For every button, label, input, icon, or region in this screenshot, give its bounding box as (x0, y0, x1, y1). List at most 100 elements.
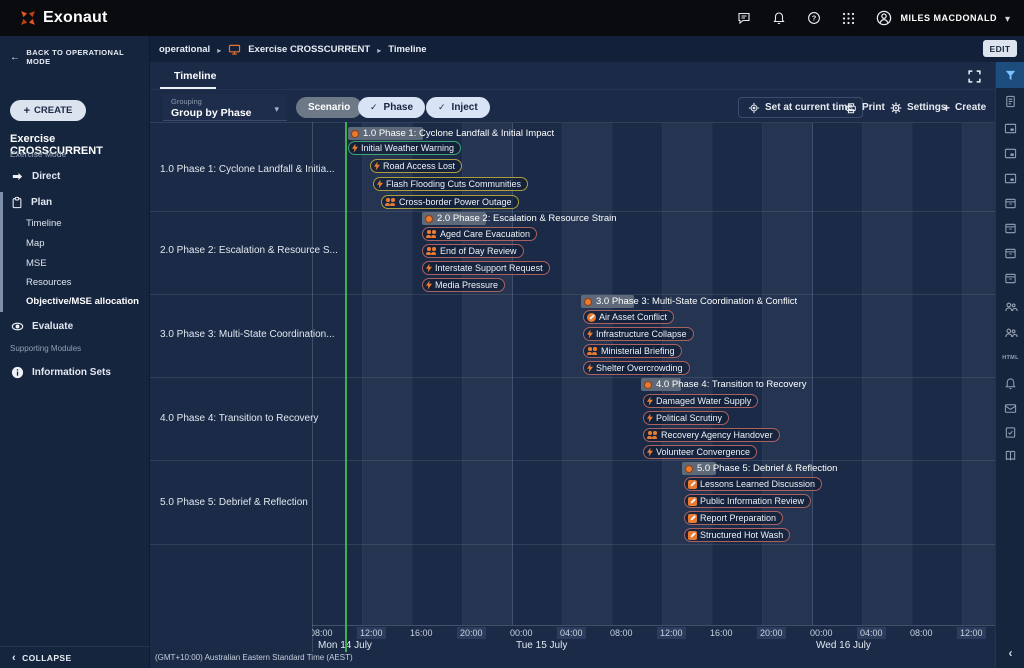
phase-bar-3[interactable]: 3.0 Phase 3: Multi-State Coordination & … (581, 295, 797, 308)
sidebar-item-timeline[interactable]: Timeline (26, 218, 62, 229)
active-tab-underline (160, 87, 216, 89)
inject-pill[interactable]: Shelter Overcrowding (583, 361, 690, 375)
inject-label: Interstate Support Request (435, 263, 543, 273)
fullscreen-icon[interactable] (965, 67, 983, 85)
grouping-value: Group by Phase (171, 107, 252, 119)
inject-pill[interactable]: Political Scrutiny (643, 411, 730, 425)
edit-note-icon (688, 496, 697, 506)
inject-pill[interactable]: End of Day Review (422, 244, 524, 258)
chip-phase[interactable]: Phase (358, 97, 426, 118)
topbar: Exonaut ? (0, 0, 1024, 36)
sidebar-item-objective-mse-allocation[interactable]: Objective/MSE allocation (26, 296, 139, 307)
help-icon[interactable]: ? (806, 11, 821, 26)
active-section-rail (0, 192, 3, 312)
breadcrumb-exercise[interactable]: Exercise CROSSCURRENT (248, 43, 371, 55)
grouping-select[interactable]: Grouping Group by Phase (163, 94, 287, 121)
document-icon[interactable] (996, 88, 1024, 114)
breadcrumb-page[interactable]: Timeline (388, 43, 427, 55)
inject-pill[interactable]: Media Pressure (422, 278, 506, 292)
plan-clipboard-icon (12, 196, 22, 208)
inject-label: Media Pressure (435, 280, 499, 290)
archive-icon[interactable] (996, 240, 1024, 266)
chat-icon[interactable] (736, 11, 751, 26)
inject-pill[interactable]: Damaged Water Supply (643, 394, 759, 408)
breadcrumb-separator-icon (377, 40, 381, 58)
sidebar-item-plan[interactable]: Plan (0, 192, 150, 212)
archive-icon[interactable] (996, 190, 1024, 216)
inject-pill[interactable]: Infrastructure Collapse (583, 327, 694, 341)
bell-icon[interactable] (771, 11, 786, 26)
filter-icon[interactable] (996, 62, 1024, 88)
inject-pill[interactable]: Road Access Lost (370, 159, 463, 173)
edit-button[interactable]: EDIT (983, 40, 1017, 57)
html-icon[interactable]: HTML (1002, 355, 1019, 361)
inject-pill[interactable]: Ministerial Briefing (583, 344, 682, 358)
apps-grid-icon[interactable] (841, 11, 856, 26)
axis-tick: 00:00 (510, 628, 533, 638)
phase-duration-bar (422, 212, 486, 225)
account-menu[interactable]: MILES MACDONALD (876, 9, 1010, 27)
chip-inject[interactable]: Inject (426, 97, 490, 118)
timezone-note: (GMT+10:00) Australian Eastern Standard … (155, 653, 353, 662)
day-boundary-line (512, 123, 513, 625)
sidebar-item-map[interactable]: Map (26, 238, 45, 249)
inject-label: End of Day Review (440, 246, 517, 256)
timeline-grid[interactable]: 1.0 Phase 1: Cyclone Landfall & Initia..… (150, 122, 995, 625)
inject-pill[interactable]: Volunteer Convergence (643, 445, 758, 459)
collapse-label: COLLAPSE (22, 652, 72, 663)
inject-pill[interactable]: Flash Flooding Cuts Communities (373, 177, 529, 191)
gear-icon (890, 102, 902, 113)
inject-pill[interactable]: Aged Care Evacuation (422, 227, 538, 241)
sidebar-item-information-sets[interactable]: Information Sets (0, 362, 150, 382)
inject-pill[interactable]: Report Preparation (684, 511, 784, 525)
inject-pill[interactable]: Initial Weather Warning (348, 141, 462, 155)
inject-pill[interactable]: Air Asset Conflict (583, 310, 675, 324)
inject-pill[interactable]: Interstate Support Request (422, 261, 550, 275)
settings-button[interactable]: Settings (890, 97, 946, 118)
breadcrumb-operational[interactable]: operational (159, 43, 211, 55)
chip-scenario[interactable]: Scenario (296, 97, 363, 118)
bell-icon[interactable] (996, 370, 1024, 396)
task-check-icon[interactable] (996, 419, 1024, 445)
phase-bar-4[interactable]: 4.0 Phase 4: Transition to Recovery (641, 378, 807, 391)
sidebar-collapse-button[interactable]: COLLAPSE (0, 646, 150, 668)
sidebar-item-evaluate[interactable]: Evaluate (0, 316, 150, 336)
row-label-phase-4: 4.0 Phase 4: Transition to Recovery (160, 413, 319, 424)
phase-bar-2[interactable]: 2.0 Phase 2: Escalation & Resource Strai… (422, 212, 617, 225)
inject-pill[interactable]: Recovery Agency Handover (643, 428, 780, 442)
phase-duration-bar (641, 378, 681, 391)
create-label: Create (955, 102, 987, 113)
back-to-operational-mode[interactable]: BACK TO OPERATIONAL MODE (10, 48, 149, 66)
card-icon[interactable] (996, 165, 1024, 191)
archive-icon[interactable] (996, 265, 1024, 291)
inject-pill[interactable]: Lessons Learned Discussion (684, 477, 823, 491)
set-at-current-time-button[interactable]: Set at current time (738, 97, 863, 118)
inject-label: Infrastructure Collapse (596, 329, 687, 339)
inject-pill[interactable]: Cross-border Power Outage (381, 195, 519, 209)
phase-icon (584, 297, 592, 306)
card-icon[interactable] (996, 115, 1024, 141)
create-button[interactable]: Create (943, 97, 986, 118)
inject-pill[interactable]: Public Information Review (684, 494, 812, 508)
right-rail: HTML ‹ (995, 62, 1024, 668)
groups-icon[interactable] (996, 294, 1024, 320)
archive-icon[interactable] (996, 215, 1024, 241)
inject-label: Damaged Water Supply (656, 396, 752, 406)
sidebar-create-button[interactable]: CREATE (10, 100, 86, 121)
sidebar-item-resources[interactable]: Resources (26, 277, 72, 288)
print-button[interactable]: Print (845, 97, 885, 118)
collapse-right-icon[interactable]: ‹ (1008, 646, 1013, 660)
mail-icon[interactable] (996, 395, 1024, 421)
inject-pill[interactable]: Structured Hot Wash (684, 528, 791, 542)
sidebar-item-mse[interactable]: MSE (26, 258, 47, 269)
tab-timeline[interactable]: Timeline (174, 69, 217, 82)
edit-note-icon (688, 479, 697, 489)
card-icon[interactable] (996, 140, 1024, 166)
sidebar-item-direct[interactable]: Direct (0, 166, 150, 186)
groups-icon[interactable] (996, 320, 1024, 346)
phase-bar-5[interactable]: 5.0 Phase 5: Debrief & Reflection (682, 462, 837, 475)
phase-bar-1[interactable]: 1.0 Phase 1: Cyclone Landfall & Initial … (348, 127, 554, 140)
book-icon[interactable] (996, 442, 1024, 468)
supporting-modules-section-label: Supporting Modules (10, 344, 82, 353)
chevron-down-icon (1005, 9, 1010, 27)
